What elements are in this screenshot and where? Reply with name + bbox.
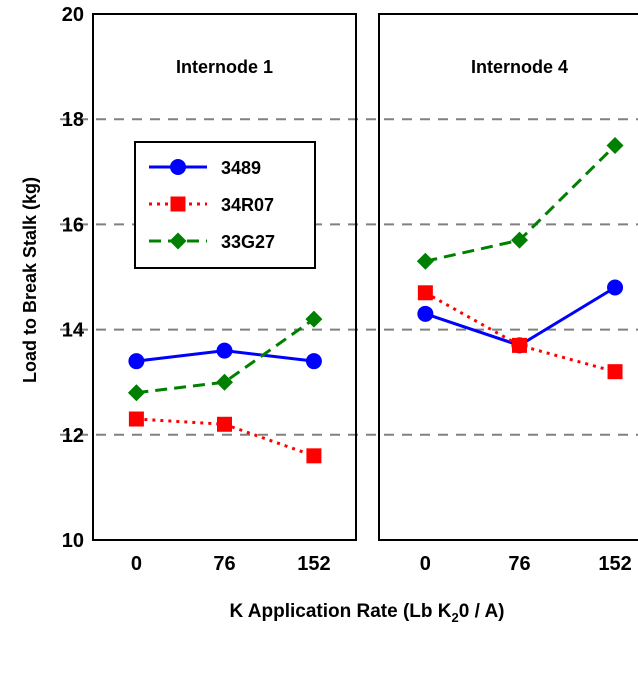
x-tick-label: 0 [420,553,431,575]
y-tick-labels: 10 12 14 16 18 20 [62,4,85,552]
x-tick-label: 76 [213,553,235,575]
panel-internode-4-frame [379,14,638,540]
panel-internode-1-series-34r07-point [129,412,144,427]
panels: Internode 1 Internode 4 [93,14,638,540]
legend-marker-34r07 [171,197,186,212]
x-tick-label: 0 [131,553,142,575]
panel-internode-1-series-3489-point [217,343,233,359]
panel-internode-1-series-3489-point [306,353,322,369]
y-tick-label: 20 [62,4,84,26]
panel-internode-1-series-3489-point [128,353,144,369]
x-tick-label: 76 [508,553,530,575]
panel-internode-4-title: Internode 4 [471,57,568,77]
panel-internode-4-series-3489-point [607,280,623,296]
panel-internode-1-series-34r07-point [306,448,321,463]
y-tick-label: 18 [62,109,84,131]
panel-internode-4-series-33g27-point [417,253,434,270]
panel-internode-1-title: Internode 1 [176,57,273,77]
y-tick-label: 14 [62,320,85,342]
y-axis-label: Load to Break Stalk (kg) [20,177,40,383]
panel-internode-4-series-33g27-point [607,137,624,154]
x-tick-label: 152 [297,553,330,575]
panel-internode-1-series-33g27-point [128,384,145,401]
panel-internode-1-series-34r07-point [217,417,232,432]
y-tick-label: 12 [62,425,84,447]
panel-internode-1-series-33g27-point [305,311,322,328]
y-tick-label: 10 [62,530,84,552]
panel-internode-4-series-34r07-point [608,364,623,379]
x-tick-label: 152 [598,553,631,575]
y-tick-label: 16 [62,214,84,236]
panel-internode-4-series-3489-point [417,306,433,322]
legend-label-33g27: 33G27 [221,232,275,252]
legend-marker-3489 [170,159,186,175]
legend-label-34r07: 34R07 [221,195,274,215]
legend-label-3489: 3489 [221,158,261,178]
x-axis-label-subscript: 2 [452,610,459,625]
x-axis-label: K Application Rate (Lb K20 / A) [229,601,504,625]
x-tick-labels: 0 76 152 0 76 152 [131,553,632,575]
panel-internode-4-series-34r07-point [512,338,527,353]
panel-internode-4-series-34r07-point [418,285,433,300]
legend: 3489 34R07 33G27 [135,142,315,268]
panel-internode-4-series-3489-line [425,288,615,346]
